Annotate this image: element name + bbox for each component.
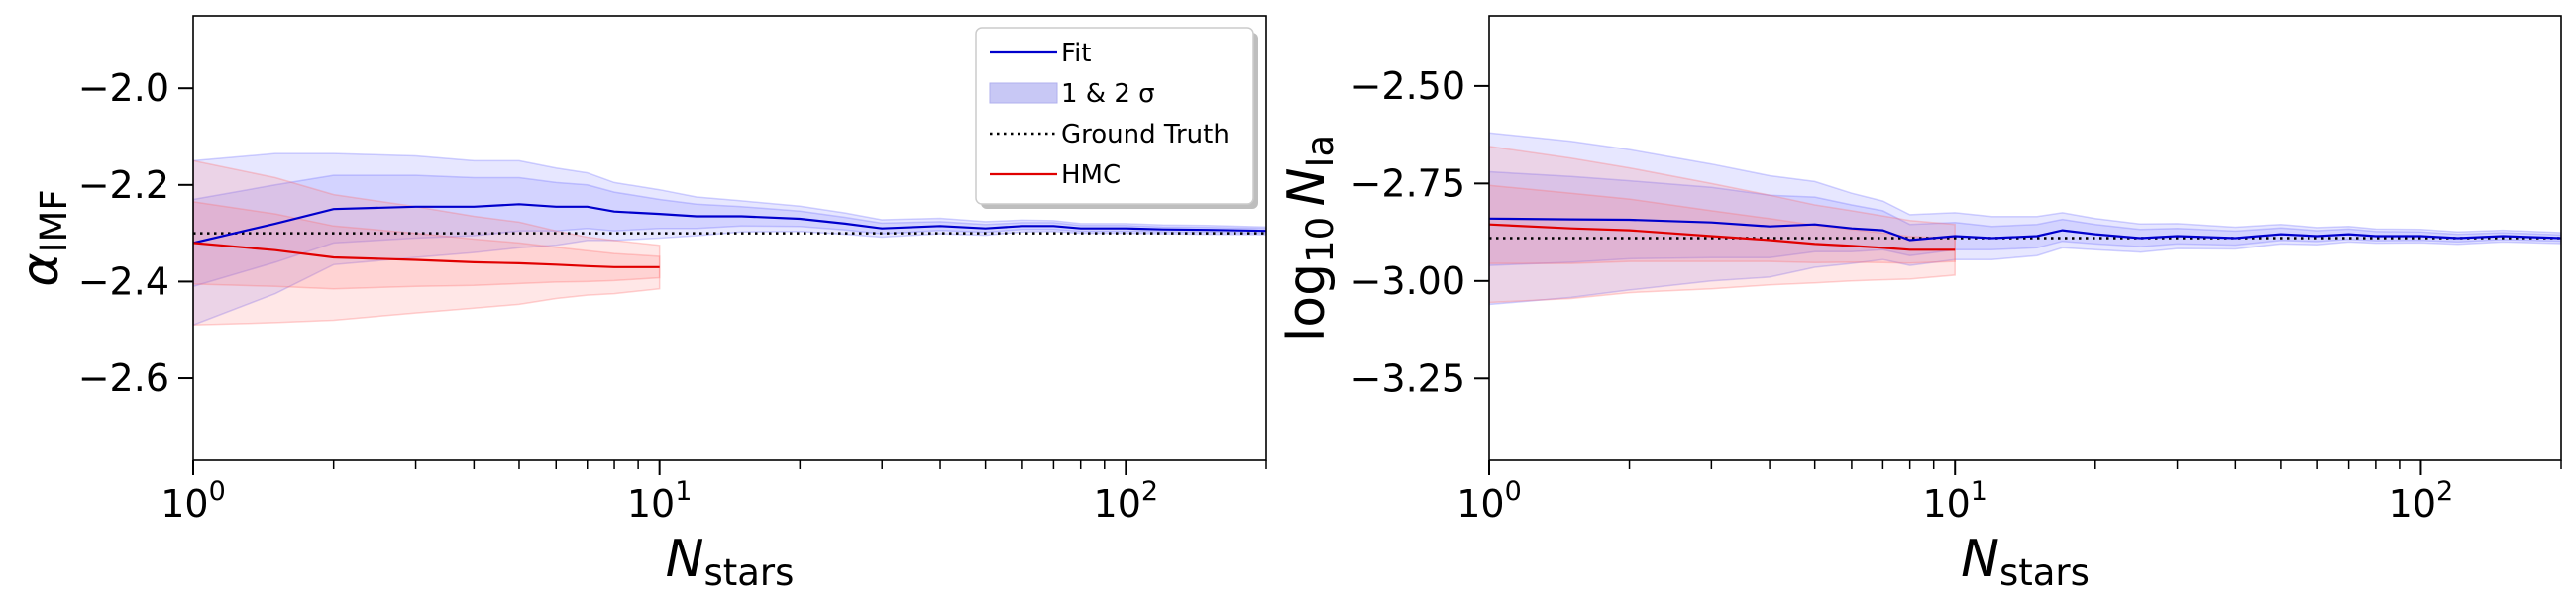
legend-label: Fit — [1061, 39, 1091, 68]
legend-label: 1 & 2 σ — [1061, 79, 1155, 109]
legend-label: HMC — [1061, 160, 1121, 190]
x-tick-label: 101 — [1922, 476, 1987, 526]
legend-label: Ground Truth — [1061, 120, 1230, 149]
fit-line — [1489, 217, 2561, 242]
panel-alpha-imf: 100 101 102 −2.0 −2.2 −2.4 −2.6 Nstars αIMF Fit 1 … — [11, 15, 1267, 594]
panel-log-nia: 100 101 102 −2.50 −2.75 −3.00 −3.25 Nstars log10… — [1277, 15, 2562, 594]
y-tick-label: −2.2 — [78, 163, 169, 207]
plot-area — [1489, 132, 2561, 306]
y-axis-label: αIMF — [11, 189, 75, 286]
legend: Fit 1 & 2 σ Ground Truth HMC — [975, 27, 1258, 209]
axes-frame — [192, 15, 1267, 461]
hmc-band-2sigma — [1489, 146, 1956, 304]
axes-frame — [1488, 15, 2562, 461]
hmc-line — [1489, 223, 1956, 251]
y-tick-label: −2.6 — [78, 356, 169, 400]
y-tick-label: −3.25 — [1350, 356, 1465, 400]
plot-area — [193, 152, 1266, 327]
legend-handle-band — [989, 82, 1058, 104]
x-tick-label: 100 — [161, 476, 226, 526]
hmc-band-1sigma — [193, 201, 661, 290]
y-axis-label: log10 NIa — [1277, 135, 1342, 342]
fit-band-2sigma — [193, 152, 1266, 327]
x-axis-label: Nstars — [666, 530, 795, 594]
x-tick-label: 102 — [2389, 476, 2454, 526]
x-tick-label: 101 — [627, 476, 693, 526]
x-tick-label: 100 — [1456, 476, 1522, 526]
fit-band-1sigma — [1489, 170, 2561, 266]
y-tick-label: −2.50 — [1350, 64, 1465, 108]
fit-band-1sigma — [193, 174, 1266, 288]
fit-band-2sigma — [1489, 132, 2561, 306]
hmc-band-2sigma — [193, 159, 661, 327]
y-tick-label: −2.0 — [78, 66, 169, 110]
y-tick-label: −2.75 — [1350, 161, 1465, 205]
y-tick-label: −3.00 — [1350, 259, 1465, 303]
x-tick-label: 102 — [1094, 476, 1159, 526]
legend-box — [975, 27, 1254, 205]
hmc-line — [193, 242, 660, 268]
x-axis-label: Nstars — [1961, 530, 2090, 594]
fit-line — [193, 203, 1266, 245]
y-tick-label: −2.4 — [78, 259, 169, 303]
hmc-band-1sigma — [1489, 184, 1956, 264]
